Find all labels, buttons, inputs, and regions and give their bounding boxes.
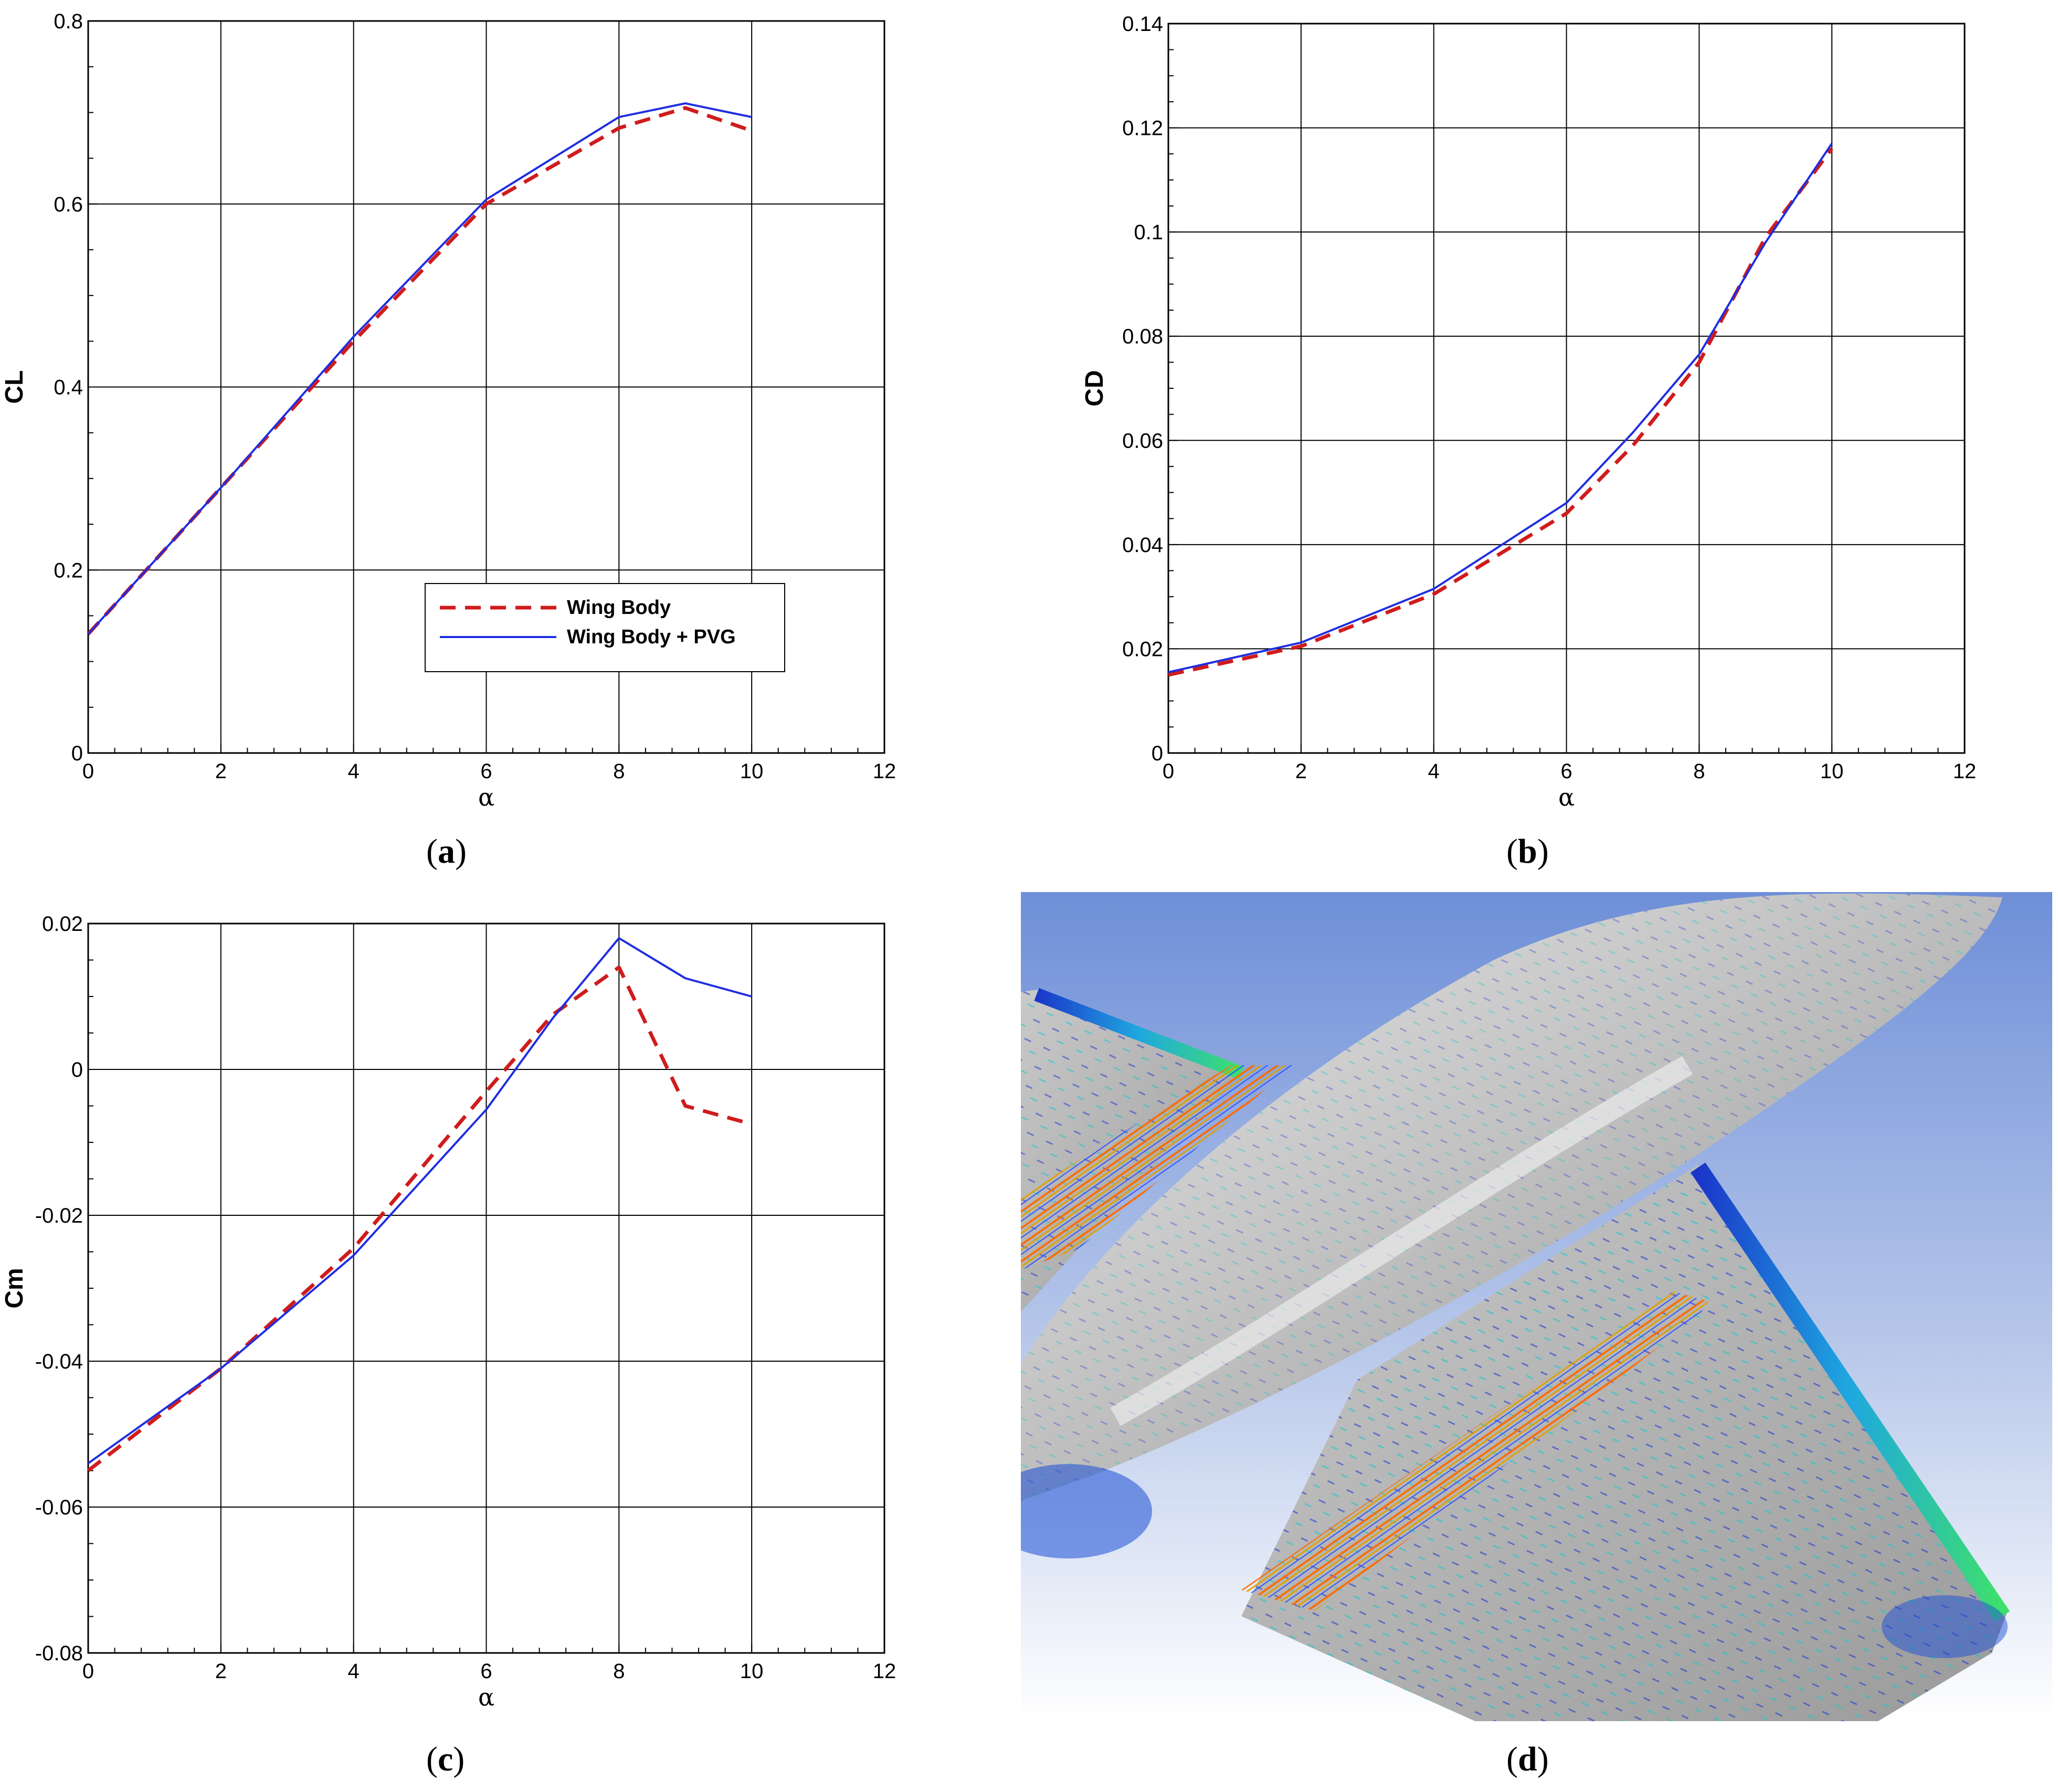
series-line-wing-body-pvg [87,937,752,1465]
y-tick-label: 0.14 [1122,13,1163,36]
x-tick-label: 4 [348,1660,360,1683]
x-tick-label: 0 [82,1660,94,1683]
y-axis-label: CL [1,370,28,404]
y-tick-label: 0.8 [54,10,83,33]
x-tick-label: 8 [1693,760,1705,783]
caption-d: (d) [1506,1740,1549,1778]
y-tick-label: 0.4 [54,376,83,399]
plot-frame [87,922,885,1654]
x-tick-label: 12 [873,760,896,783]
caption-b: (b) [1506,832,1549,871]
x-tick-label: 6 [480,1660,492,1683]
y-tick-label: -0.06 [35,1496,83,1519]
y-tick-label: 0.2 [54,559,83,582]
legend-box [425,583,785,672]
y-tick-label: -0.08 [35,1642,83,1665]
plot-frame [87,20,885,754]
y-tick-label: 0.1 [1134,221,1163,244]
series-line-wing-body [87,965,753,1472]
caption-c: (c) [426,1740,465,1778]
y-tick-label: 0 [71,1058,83,1081]
legend: Wing Body Wing Body + PVG [425,583,785,672]
legend-label: Wing Body + PVG [567,626,736,648]
y-tick-label: 0 [71,742,83,765]
y-tick-label: 0.02 [1122,638,1163,661]
x-tick-label: 10 [740,760,764,783]
legend-label: Wing Body [567,597,671,619]
y-axis-label: CD [1081,370,1109,406]
x-tick-label: 10 [1820,760,1844,783]
x-tick-label: 12 [873,1660,896,1683]
y-tick-label: 0.02 [42,913,83,936]
series-line-wing-body [87,106,753,635]
x-tick-label: 0 [1163,760,1174,783]
series-line-wing-body-pvg [1168,143,1833,674]
y-tick-label: 0.04 [1122,534,1163,557]
y-axis-label: Cm [1,1268,28,1308]
x-tick-label: 8 [613,760,625,783]
y-tick-label: 0.6 [54,193,83,216]
x-tick-label: 6 [480,760,492,783]
x-tick-label: 6 [1560,760,1572,783]
caption-a: (a) [426,832,467,871]
x-tick-label: 4 [1428,760,1440,783]
x-tick-label: 8 [613,1660,625,1683]
x-axis-label: α [478,1683,494,1711]
y-tick-label: -0.04 [35,1350,83,1373]
plot-frame [1167,23,1966,754]
series-line-wing-body-pvg [87,102,752,635]
x-tick-label: 2 [215,760,227,783]
y-tick-label: 0 [1152,742,1163,765]
x-axis-label: α [1558,783,1575,811]
chart-c: 0 2 4 6 8 10 12 -0.08 -0.06 -0.04 -0.02 0 0.02 α Cm [1,913,896,1711]
cfd-flow-visualization [1021,892,2052,1721]
x-tick-label: 10 [740,1660,764,1683]
x-tick-label: 2 [1295,760,1307,783]
x-axis-label: α [478,783,494,811]
y-tick-label: 0.12 [1122,117,1163,140]
series-line-wing-body [1168,147,1833,677]
x-tick-label: 2 [215,1660,227,1683]
chart-b: 0 2 4 6 8 10 12 0 0.02 0.04 0.06 0.08 0.1 0.12 0.14 α CD [1081,13,1977,811]
y-tick-label: 0.06 [1122,429,1163,452]
x-tick-label: 12 [1953,760,1977,783]
y-tick-label: 0.08 [1122,325,1163,348]
x-tick-label: 4 [348,760,360,783]
y-tick-label: -0.02 [35,1204,83,1227]
x-tick-label: 0 [82,760,94,783]
